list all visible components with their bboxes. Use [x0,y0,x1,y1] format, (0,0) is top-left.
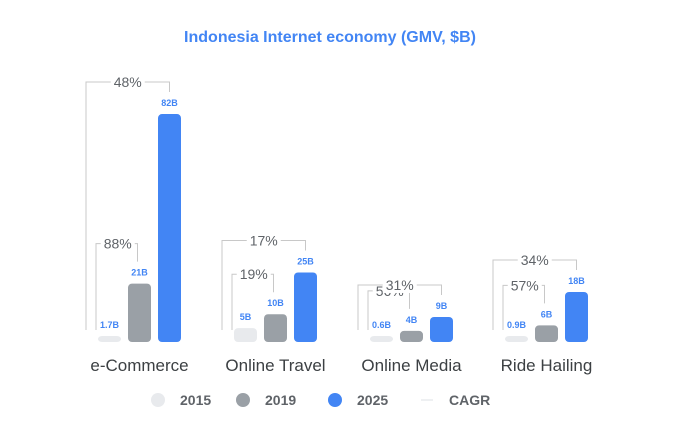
bar-2025 [565,291,588,342]
value-label: 1.7B [100,320,120,330]
value-label: 9B [436,301,448,311]
bar-2019 [400,330,423,342]
cagr-label-2025: 17% [250,233,278,249]
label-mask [246,232,281,249]
legend-item-cagr: CAGR [421,392,490,408]
plot-area: 1.7B 21B 82B 88% 48% e-Commerce 5B 10B 25B 19% 17%… [85,74,593,375]
bar-2019 [264,314,287,342]
legend-label: 2019 [265,392,296,408]
category-label: Online Travel [225,356,325,375]
value-label: 82B [161,98,178,108]
value-label: 6B [541,309,553,319]
bar-2019 [128,283,151,342]
bar-2015 [234,328,257,342]
legend-label: 2015 [180,392,211,408]
legend-label: 2025 [357,392,388,408]
legend: 2015 2019 2025 CAGR [151,392,490,408]
legend-item-2025: 2025 [328,392,388,408]
cagr-bracket-2025 [221,240,306,330]
value-label: 10B [267,298,284,308]
bar-2025 [430,316,453,342]
category-label: Ride Hailing [501,356,593,375]
group-e-commerce: 1.7B 21B 82B 88% 48% e-Commerce [85,74,189,375]
label-mask [236,266,271,283]
cagr-bracket-2025 [85,81,170,330]
legend-item-2019: 2019 [236,392,296,408]
chart-title: Indonesia Internet economy (GMV, $B) [184,29,476,46]
cagr-bracket-2025 [492,259,577,330]
group-ride-hailing: 0.9B 6B 18B 57% 34% Ride Hailing [492,251,593,375]
value-label: 25B [297,257,314,267]
legend-label: CAGR [449,392,490,408]
label-mask [517,251,552,268]
cagr-label-2019: 19% [240,266,268,282]
group-online-media: 0.6B4B9B56%31%Online Media [357,276,462,375]
value-label: 0.6B [372,320,392,330]
label-mask [100,235,135,252]
legend-swatch [236,393,250,407]
value-label: 21B [131,268,148,278]
category-label: e-Commerce [90,356,188,375]
label-mask [507,277,542,294]
bar-2015 [98,336,121,342]
bar-2015 [370,336,393,342]
value-label: 18B [568,276,585,286]
value-label: 0.9B [507,320,527,330]
bar-2025 [158,114,181,342]
legend-swatch [328,393,342,407]
label-mask [110,74,145,91]
label-mask [382,276,417,293]
cagr-label-2019: 57% [511,277,539,293]
cagr-label-2025: 31% [386,277,414,293]
bar-2019 [535,325,558,342]
value-label: 5B [240,312,252,322]
value-label: 4B [406,315,418,325]
category-label: Online Media [361,356,462,375]
cagr-label-2019: 88% [104,236,132,252]
bar-2025 [294,272,317,342]
bar-2015 [505,336,528,342]
group-online-travel: 5B 10B 25B 19% 17% Online Travel [221,232,326,375]
legend-swatch [151,393,165,407]
cagr-label-2025: 34% [521,252,549,268]
legend-item-2015: 2015 [151,392,211,408]
cagr-label-2025: 48% [114,74,142,90]
